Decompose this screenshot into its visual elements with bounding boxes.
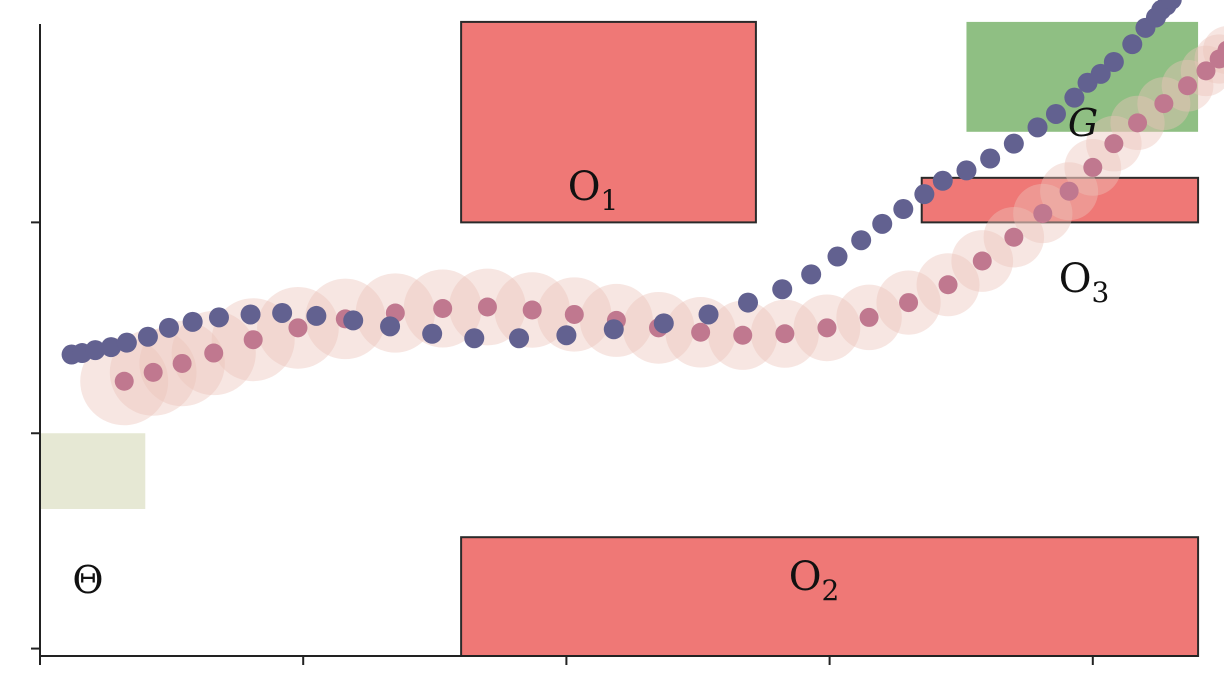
mean-trajectory-point xyxy=(1083,157,1103,177)
mean-trajectory-point xyxy=(938,275,958,295)
sample-trajectory-point xyxy=(1161,0,1182,10)
mean-trajectory-point xyxy=(433,299,453,319)
obstacle-2-label: O2 xyxy=(789,554,840,607)
goal-label: G xyxy=(1068,101,1098,145)
sample-trajectory-point xyxy=(137,326,158,347)
sample-trajectory-point xyxy=(932,170,953,191)
obstacle-1-label: O1 xyxy=(568,164,619,217)
mean-trajectory-point xyxy=(1154,94,1174,114)
uncertainty-band xyxy=(80,26,1224,426)
sample-trajectory-point xyxy=(116,332,137,353)
mean-trajectory-point xyxy=(1033,203,1053,223)
mean-trajectory-point xyxy=(288,318,308,338)
mean-trajectory-point xyxy=(1217,41,1224,60)
sample-trajectory-point xyxy=(738,292,759,313)
sample-trajectory-point xyxy=(956,160,977,181)
mean-trajectory-point xyxy=(243,330,263,350)
sample-trajectory-point xyxy=(509,328,530,349)
sample-trajectory-point xyxy=(343,310,364,331)
sample-trajectory-point xyxy=(801,264,822,285)
mean-trajectory-point xyxy=(477,297,497,317)
sample-trajectory-point xyxy=(240,304,261,325)
obstacle-3-region xyxy=(920,176,1200,224)
mean-trajectory-point xyxy=(1128,113,1148,133)
sample-trajectory-point xyxy=(208,307,229,328)
sample-trajectory-point xyxy=(556,325,577,346)
sample-trajectory-point xyxy=(1122,34,1143,55)
mean-trajectory-point xyxy=(114,371,134,391)
mean-trajectory-point xyxy=(204,343,224,363)
mean-trajectory-point xyxy=(775,324,795,344)
start-label: Θ xyxy=(72,558,103,602)
obstacle-2-region xyxy=(460,536,1200,658)
mean-trajectory-point xyxy=(899,293,919,313)
mean-trajectory-point xyxy=(172,353,192,373)
mean-trajectory-point xyxy=(522,300,542,320)
sample-trajectory-point xyxy=(851,230,872,251)
axis-ticks xyxy=(31,221,1094,665)
sample-trajectory-point xyxy=(272,302,293,323)
mean-trajectory-point xyxy=(733,325,753,345)
mean-trajectory-point xyxy=(691,322,711,342)
sample-trajectory-point xyxy=(827,246,848,267)
sample-trajectory-point xyxy=(1064,87,1085,108)
mean-trajectory-point xyxy=(564,304,584,324)
sample-trajectory-point xyxy=(422,323,443,344)
plot-axes xyxy=(31,24,1198,665)
sample-trajectory-point xyxy=(872,213,893,234)
mean-trajectory-point xyxy=(1196,61,1216,81)
sample-trajectory-point xyxy=(698,304,719,325)
sample-trajectory-point xyxy=(182,311,203,332)
sample-trajectory-point xyxy=(914,184,935,205)
mean-trajectory-point xyxy=(1004,227,1024,247)
sample-trajectory-point xyxy=(1045,103,1066,124)
sample-trajectory-point xyxy=(380,316,401,337)
start-region xyxy=(40,433,146,509)
mean-trajectory-point xyxy=(817,318,837,338)
mean-trajectory-point xyxy=(1178,76,1198,96)
sample-trajectory-point xyxy=(653,313,674,334)
sample-trajectory-point xyxy=(772,279,793,300)
obstacle-1-region xyxy=(460,20,757,224)
sample-trajectory xyxy=(61,0,1182,365)
mean-trajectory-point xyxy=(143,362,163,382)
sample-trajectory-point xyxy=(85,340,106,361)
sample-trajectory-point xyxy=(980,148,1001,169)
region-labels: O1 O2 O3 G Θ xyxy=(72,101,1109,607)
sample-trajectory-point xyxy=(893,199,914,220)
regions-layer xyxy=(40,20,1200,658)
sample-trajectory-point xyxy=(1090,63,1111,84)
mean-trajectory-point xyxy=(1104,134,1124,154)
sample-trajectory-point xyxy=(464,328,485,349)
sample-trajectory-point xyxy=(158,317,179,338)
sample-trajectory-point xyxy=(1003,133,1024,154)
sample-trajectory-point xyxy=(306,305,327,326)
sample-trajectory-point xyxy=(603,319,624,340)
mean-trajectory-point xyxy=(1059,181,1079,201)
sample-trajectory-point xyxy=(1027,117,1048,138)
sample-trajectory-point xyxy=(101,337,122,358)
sample-trajectory-point xyxy=(1103,52,1124,72)
mean-trajectory-point xyxy=(972,251,992,271)
obstacle-3-label: O3 xyxy=(1059,256,1110,309)
mean-trajectory xyxy=(114,41,1224,391)
mean-trajectory-point xyxy=(859,307,879,327)
